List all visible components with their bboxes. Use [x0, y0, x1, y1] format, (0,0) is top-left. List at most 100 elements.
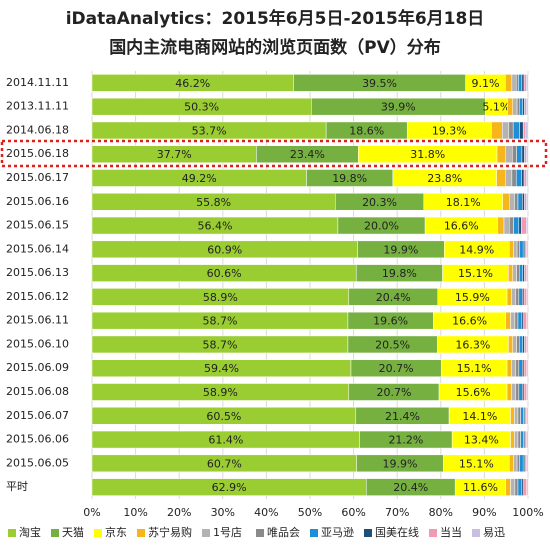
- bar-segment: [511, 169, 517, 187]
- bar-segment: [520, 430, 524, 449]
- x-tick-label: 50%: [298, 506, 322, 519]
- data-label: 15.1%: [459, 457, 494, 470]
- bar-segment: [516, 335, 520, 354]
- data-label: 20.3%: [362, 196, 397, 209]
- data-label: 60.7%: [207, 457, 242, 470]
- data-label: 20.7%: [376, 386, 411, 399]
- bar-segment: [524, 335, 527, 354]
- data-label: 21.4%: [385, 410, 420, 423]
- legend-label: 京东: [105, 525, 127, 539]
- y-tick-label: 2014.06.18: [6, 123, 69, 136]
- bar-segment: [512, 335, 517, 354]
- data-label: 60.6%: [207, 267, 242, 280]
- bar-segment: [526, 478, 529, 496]
- data-label: 19.8%: [382, 267, 417, 280]
- bar-segment: [502, 121, 510, 140]
- bar-segment: [491, 121, 503, 140]
- bar-segment: [526, 264, 529, 282]
- bar-segment: [526, 169, 529, 187]
- x-tick-label: 20%: [167, 506, 191, 519]
- bar-segment: [515, 359, 520, 377]
- bar-segment: [512, 264, 517, 282]
- data-label: 19.9%: [383, 457, 418, 470]
- bar-segment: [523, 74, 527, 92]
- bar-segment: [526, 145, 529, 163]
- legend-label: 国美在线: [375, 525, 419, 539]
- y-tick-label: 2015.06.08: [6, 385, 69, 398]
- y-tick-label: 2015.06.10: [6, 337, 69, 350]
- bar-segment: [509, 216, 514, 235]
- data-label: 15.6%: [456, 386, 491, 399]
- data-label: 58.9%: [203, 386, 238, 399]
- bar-segment: [516, 145, 523, 163]
- bar-segment: [514, 311, 519, 330]
- legend-label: 苏宁易购: [148, 525, 192, 539]
- bar-segment: [518, 216, 522, 235]
- bar-segment: [512, 145, 517, 163]
- bar-segment: [526, 359, 529, 377]
- bar-segment: [502, 193, 510, 211]
- y-tick-label: 2015.06.16: [6, 195, 69, 208]
- bar-segment: [518, 383, 523, 401]
- legend-label: 易迅: [483, 526, 505, 539]
- data-label: 20.5%: [375, 338, 410, 351]
- bar-segment: [505, 311, 511, 330]
- data-label: 60.5%: [206, 410, 241, 423]
- bar-segment: [516, 454, 520, 473]
- data-label: 31.8%: [410, 148, 445, 161]
- bar-segment: [511, 359, 517, 377]
- y-tick-label: 2015.06.05: [6, 456, 69, 469]
- bar-segment: [506, 359, 512, 377]
- data-label: 56.4%: [197, 220, 232, 233]
- data-label: 39.5%: [362, 77, 397, 90]
- bar-segment: [519, 264, 524, 282]
- data-label: 46.2%: [175, 77, 210, 90]
- bar-segment: [526, 407, 529, 425]
- bar-segment: [522, 383, 525, 401]
- bar-segment: [517, 193, 523, 211]
- bar-segment: [511, 74, 517, 92]
- data-label: 19.3%: [432, 124, 467, 137]
- bar-segment: [518, 288, 523, 306]
- data-label: 13.4%: [464, 434, 499, 447]
- bar-segment: [517, 311, 523, 330]
- bar-segment: [526, 383, 529, 401]
- bar-segment: [521, 311, 524, 330]
- bar-segment: [522, 121, 527, 140]
- data-label: 18.1%: [446, 196, 481, 209]
- bar-segment: [521, 74, 525, 92]
- bar-segment: [506, 288, 512, 306]
- bar-segment: [521, 145, 525, 163]
- data-label: 19.9%: [383, 243, 418, 256]
- bar-segment: [514, 478, 519, 496]
- bar-segment: [521, 478, 524, 496]
- bar-segment: [512, 97, 518, 116]
- data-label: 16.6%: [444, 220, 479, 233]
- legend-label: 1号店: [213, 525, 242, 539]
- bar-segment: [508, 335, 513, 354]
- bar-segment: [512, 121, 520, 140]
- data-label: 21.2%: [388, 434, 423, 447]
- data-label: 14.9%: [459, 243, 494, 256]
- x-tick-label: 100%: [512, 506, 543, 519]
- bar-segment: [517, 478, 523, 496]
- bar-segment: [496, 169, 506, 187]
- x-tick-label: 80%: [429, 506, 453, 519]
- data-label: 50.3%: [184, 101, 219, 114]
- y-tick-label: 2015.06.06: [6, 433, 69, 446]
- data-label: 20.0%: [364, 220, 399, 233]
- data-label: 15.1%: [458, 267, 493, 280]
- bar-segment: [518, 74, 523, 92]
- bar-segment: [506, 383, 512, 401]
- legend-swatch: [310, 529, 318, 537]
- x-tick-label: 60%: [341, 506, 365, 519]
- legend-swatch: [94, 529, 102, 537]
- bar-segment: [522, 359, 525, 377]
- bar-segment: [523, 478, 527, 496]
- bar-segment: [510, 430, 515, 449]
- bar-segment: [526, 240, 529, 259]
- data-label: 37.7%: [157, 148, 192, 161]
- data-label: 20.4%: [393, 481, 428, 494]
- bar-segment: [507, 97, 513, 116]
